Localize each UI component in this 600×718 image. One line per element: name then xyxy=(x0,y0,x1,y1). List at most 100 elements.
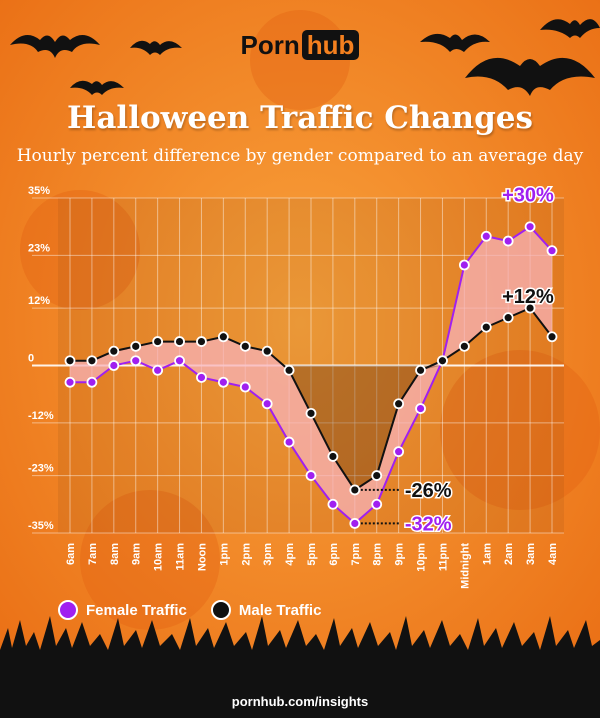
legend-item-male: Male Traffic xyxy=(210,600,322,620)
point-female xyxy=(480,230,492,242)
y-tick-label: 35% xyxy=(28,185,50,197)
annotations: +30% +12% -26% -32% xyxy=(360,183,556,537)
y-tick-label: -12% xyxy=(28,410,54,422)
point-female xyxy=(174,355,185,367)
area-male-dip xyxy=(289,365,443,490)
point-male xyxy=(437,355,448,367)
chart-subtitle: Hourly percent difference by gender comp… xyxy=(16,146,584,166)
point-male xyxy=(458,340,470,352)
point-female xyxy=(524,221,536,233)
x-tick-label: 11am xyxy=(175,543,187,571)
point-female xyxy=(371,498,383,510)
point-male xyxy=(86,355,98,367)
point-male xyxy=(130,340,142,352)
x-tick-label: 9pm xyxy=(394,543,406,566)
x-tick-label: 4am xyxy=(547,543,559,565)
footer-url: pornhub.com/insights xyxy=(231,694,369,709)
point-male xyxy=(546,331,558,343)
point-male xyxy=(239,340,251,352)
x-tick-label: 7am xyxy=(87,543,99,565)
point-female xyxy=(239,381,251,393)
point-male xyxy=(349,484,361,496)
point-female xyxy=(458,259,470,271)
x-tick-label: Midnight xyxy=(459,543,471,589)
y-axis: 35% 23% 12% 0 -12% -23% -35% xyxy=(28,185,54,532)
x-axis: 6am 7am 8am 9am 10am 11am Noon 1pm 2pm 3pm 4pm 5pm 6… xyxy=(65,543,559,589)
point-female xyxy=(196,372,207,383)
x-tick-label: 8am xyxy=(109,543,121,565)
point-male xyxy=(196,336,207,347)
brand-part1: Porn xyxy=(240,30,300,60)
point-male xyxy=(480,321,492,333)
point-female xyxy=(393,446,405,458)
y-tick-label: 12% xyxy=(28,295,50,307)
x-tick-label: 4pm xyxy=(284,543,296,566)
x-tick-label: 6pm xyxy=(328,543,340,566)
y-tick-label: 23% xyxy=(28,242,50,254)
annotation-label: -26% xyxy=(405,480,452,502)
x-tick-label: Noon xyxy=(196,543,208,571)
x-tick-label: 1pm xyxy=(218,543,230,566)
point-male xyxy=(217,331,229,343)
x-tick-label: 10am xyxy=(153,543,165,571)
x-tick-label: 2pm xyxy=(240,543,252,566)
bat-icon xyxy=(10,19,600,96)
x-tick-label: 9am xyxy=(131,543,143,565)
point-female xyxy=(108,360,120,371)
brand-part2: hub xyxy=(301,30,360,60)
point-female xyxy=(305,470,317,481)
point-male xyxy=(108,345,120,357)
y-tick-label: 0 xyxy=(28,353,34,365)
annotation-label: +12% xyxy=(502,286,554,308)
grass-silhouette xyxy=(0,616,600,718)
area-between-series xyxy=(70,226,552,524)
point-female xyxy=(152,364,164,376)
point-male xyxy=(502,312,514,324)
legend: Female Traffic Male Traffic xyxy=(58,600,345,620)
point-male xyxy=(524,302,536,314)
x-tick-label: 5pm xyxy=(306,543,318,566)
point-female xyxy=(415,403,426,414)
point-male xyxy=(305,407,317,419)
x-tick-label: 11pm xyxy=(437,543,449,571)
point-male xyxy=(283,364,295,376)
chart-title: Halloween Traffic Changes xyxy=(67,100,533,136)
point-male xyxy=(371,470,383,481)
point-female xyxy=(546,245,558,257)
annotation-label: -32% xyxy=(405,513,452,535)
point-female xyxy=(130,355,142,367)
point-male xyxy=(393,398,405,410)
x-tick-label: 3pm xyxy=(262,543,274,566)
x-tick-label: 2am xyxy=(503,543,515,565)
legend-label-male: Male Traffic xyxy=(238,601,322,619)
point-male xyxy=(152,336,164,347)
x-tick-label: 1am xyxy=(481,543,493,565)
annotation-label: +30% xyxy=(502,185,554,207)
x-tick-label: 10pm xyxy=(416,543,428,572)
x-tick-label: 7pm xyxy=(350,543,362,566)
point-female xyxy=(502,235,514,247)
point-female xyxy=(349,518,361,529)
legend-swatch-female xyxy=(58,600,78,620)
point-female xyxy=(261,398,273,410)
point-male xyxy=(415,364,426,376)
legend-label-female: Female Traffic xyxy=(86,601,187,619)
legend-item-female: Female Traffic xyxy=(58,600,187,620)
point-female xyxy=(86,376,98,388)
point-female xyxy=(217,376,229,388)
point-female xyxy=(64,376,76,388)
x-tick-label: 6am xyxy=(65,543,77,565)
point-male xyxy=(64,355,76,367)
y-tick-label: -35% xyxy=(28,520,54,532)
point-male xyxy=(261,345,273,357)
y-tick-label: -23% xyxy=(28,463,54,475)
x-tick-label: 8pm xyxy=(372,543,384,566)
x-tick-label: 3am xyxy=(525,543,537,565)
legend-swatch-male xyxy=(210,600,231,620)
series-points xyxy=(64,221,558,529)
difference-fill xyxy=(70,226,552,524)
point-female xyxy=(283,436,295,448)
point-female xyxy=(327,498,339,510)
brand-logo: Porn hub xyxy=(0,30,600,61)
